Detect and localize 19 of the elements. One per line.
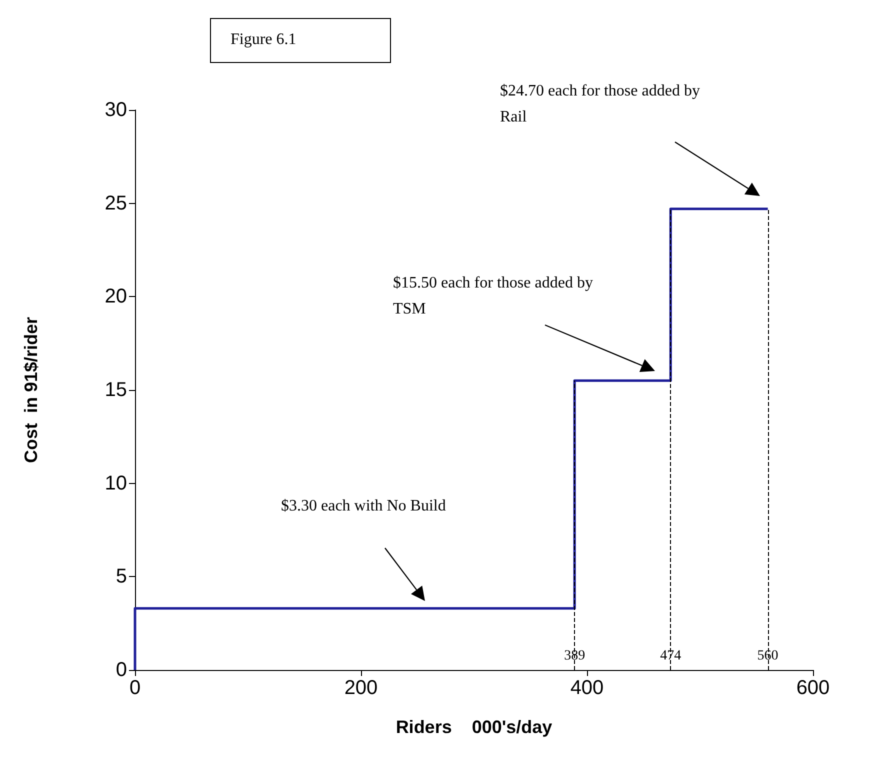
x-tick-label: 0 bbox=[129, 677, 141, 699]
annotation: $15.50 each for those added by TSM bbox=[393, 274, 597, 318]
x-axis-title: Riders 000's/day bbox=[396, 717, 552, 737]
y-tick-label: 20 bbox=[104, 286, 127, 308]
x-tick-label: 400 bbox=[570, 677, 604, 699]
annotation: $24.70 each for those added by Rail bbox=[500, 82, 704, 126]
x-tick-label: 200 bbox=[344, 677, 378, 699]
y-tick-label: 10 bbox=[104, 472, 127, 494]
y-tick-label: 0 bbox=[116, 659, 127, 681]
ref-line-label: 560 bbox=[757, 648, 778, 664]
ref-line-label: 389 bbox=[564, 648, 586, 664]
y-axis-title: Cost in 91$/rider bbox=[21, 316, 41, 464]
y-tick-label: 15 bbox=[104, 379, 127, 401]
chart-title: Figure 6.1 bbox=[230, 31, 296, 48]
annotation: $3.30 each with No Build bbox=[281, 498, 446, 514]
y-tick-label: 30 bbox=[104, 99, 127, 121]
y-tick-label: 25 bbox=[104, 192, 127, 214]
y-tick-label: 5 bbox=[116, 566, 127, 588]
x-tick-label: 600 bbox=[796, 677, 830, 699]
